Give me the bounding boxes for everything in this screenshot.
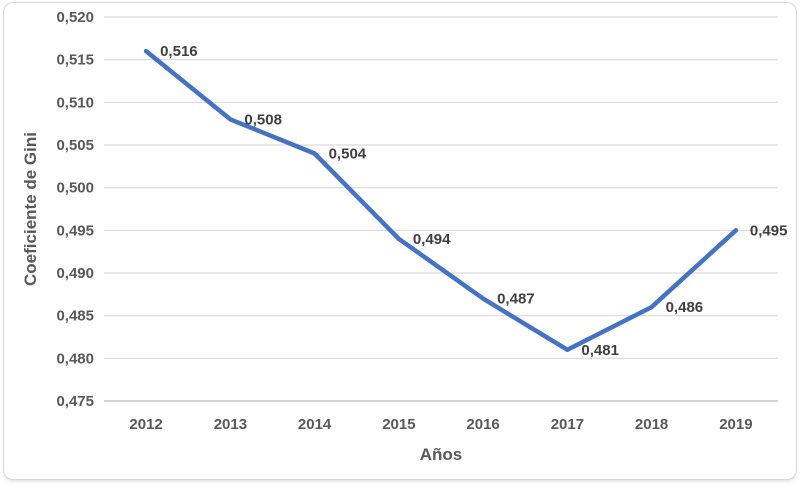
y-axis-title: Coeficiente de Gini xyxy=(21,132,40,286)
y-tick-label: 0,490 xyxy=(56,265,94,282)
data-label: 0,481 xyxy=(581,342,619,359)
x-tick-label: 2019 xyxy=(719,416,752,433)
y-tick-label: 0,520 xyxy=(56,9,94,26)
data-label: 0,516 xyxy=(160,43,198,60)
y-tick-label: 0,515 xyxy=(56,52,94,69)
x-tick-label: 2018 xyxy=(635,416,668,433)
data-label: 0,495 xyxy=(750,222,788,239)
y-tick-label: 0,495 xyxy=(56,222,94,239)
data-label: 0,487 xyxy=(497,291,535,308)
data-label: 0,486 xyxy=(666,299,704,316)
x-axis-title: Años xyxy=(420,445,463,464)
data-label: 0,494 xyxy=(413,231,451,248)
x-tick-label: 2015 xyxy=(382,416,415,433)
x-tick-label: 2014 xyxy=(298,416,332,433)
x-tick-label: 2016 xyxy=(466,416,499,433)
x-tick-label: 2012 xyxy=(129,416,162,433)
series-line xyxy=(143,48,739,353)
y-tick-label: 0,475 xyxy=(56,393,94,410)
x-tick-label: 2013 xyxy=(214,416,247,433)
plot-area: 0,475 0,480 0,485 0,490 0,495 0,500 0,505 0,510… xyxy=(56,9,787,433)
y-tick-label: 0,485 xyxy=(56,308,94,325)
y-tick-label: 0,505 xyxy=(56,137,94,154)
data-label: 0,508 xyxy=(244,111,282,128)
data-label: 0,504 xyxy=(329,146,367,163)
y-tick-label: 0,480 xyxy=(56,350,94,367)
y-tick-label: 0,500 xyxy=(56,180,94,197)
y-tick-label: 0,510 xyxy=(56,94,94,111)
x-tick-label: 2017 xyxy=(551,416,584,433)
